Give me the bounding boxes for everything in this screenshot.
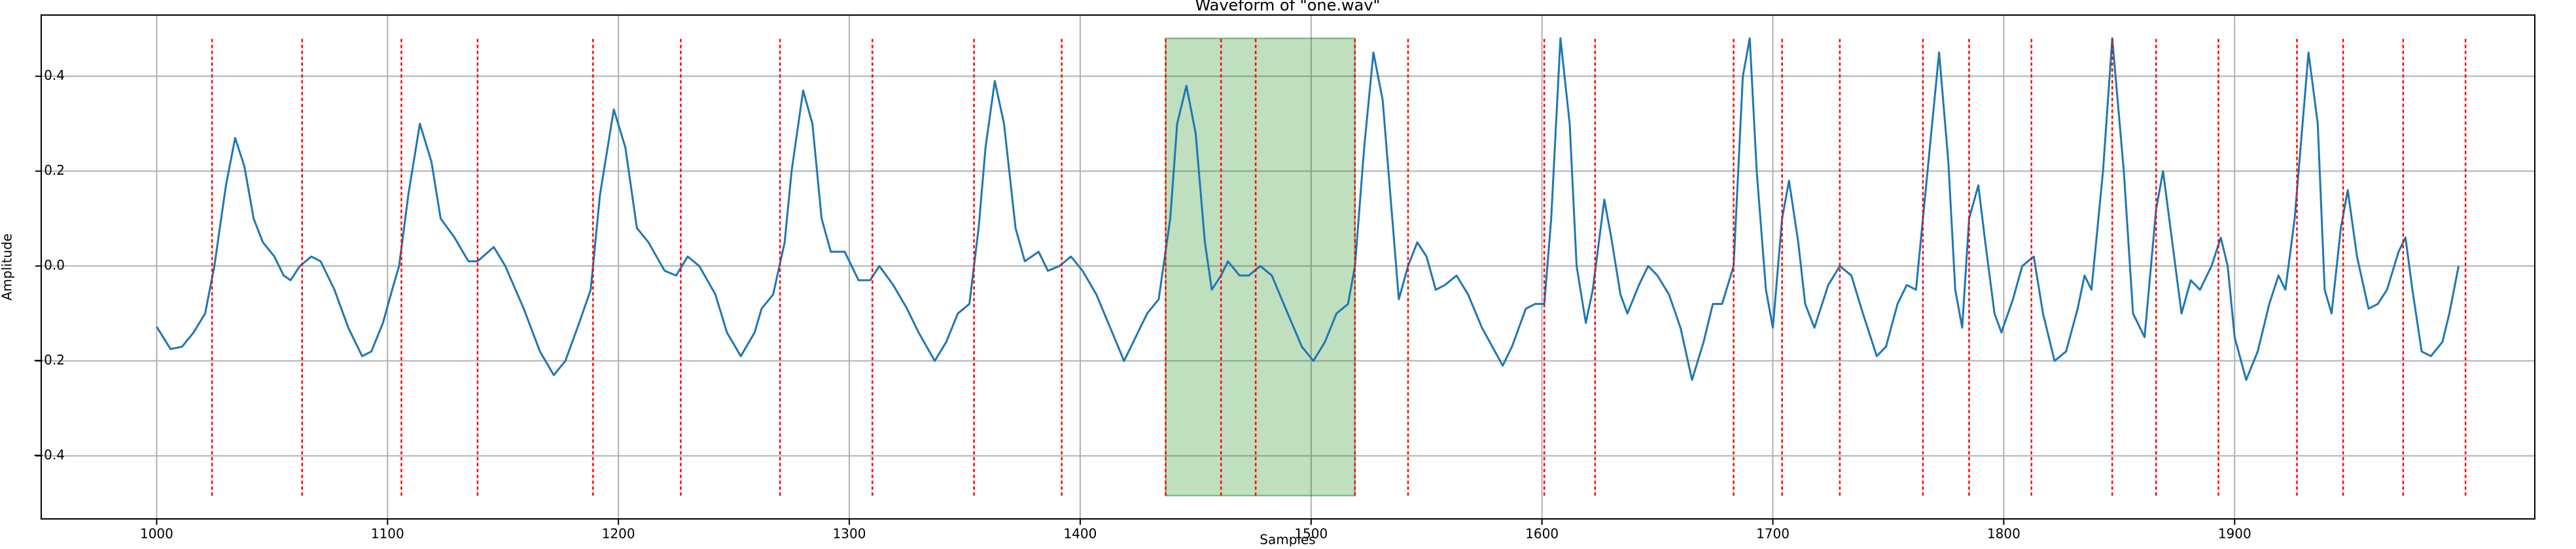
x-tick-label: 1700	[1756, 526, 1790, 542]
x-tick-label: 1200	[602, 526, 635, 542]
x-tick-label: 1000	[140, 526, 173, 542]
chart-title: Waveform of "one.wav"	[1195, 0, 1380, 14]
y-tick-label: −0.2	[33, 352, 65, 368]
x-tick-label: 1900	[2218, 526, 2251, 542]
x-tick-label: 1500	[1294, 526, 1328, 542]
y-tick-label: −0.4	[33, 447, 65, 463]
axes-frame	[41, 14, 2535, 520]
x-tick-label: 1100	[371, 526, 404, 542]
y-tick-label: 0.0	[44, 257, 65, 273]
x-axis-label: Samples	[1260, 532, 1315, 547]
y-tick-label: 0.4	[44, 67, 65, 83]
x-tick-label: 1600	[1525, 526, 1559, 542]
x-tick-label: 1400	[1063, 526, 1097, 542]
x-tick-label: 1300	[833, 526, 866, 542]
y-axis-label: Amplitude	[0, 234, 15, 301]
waveform-line	[156, 37, 2460, 381]
y-tick-label: 0.2	[44, 162, 65, 178]
x-tick-label: 1800	[1987, 526, 2020, 542]
